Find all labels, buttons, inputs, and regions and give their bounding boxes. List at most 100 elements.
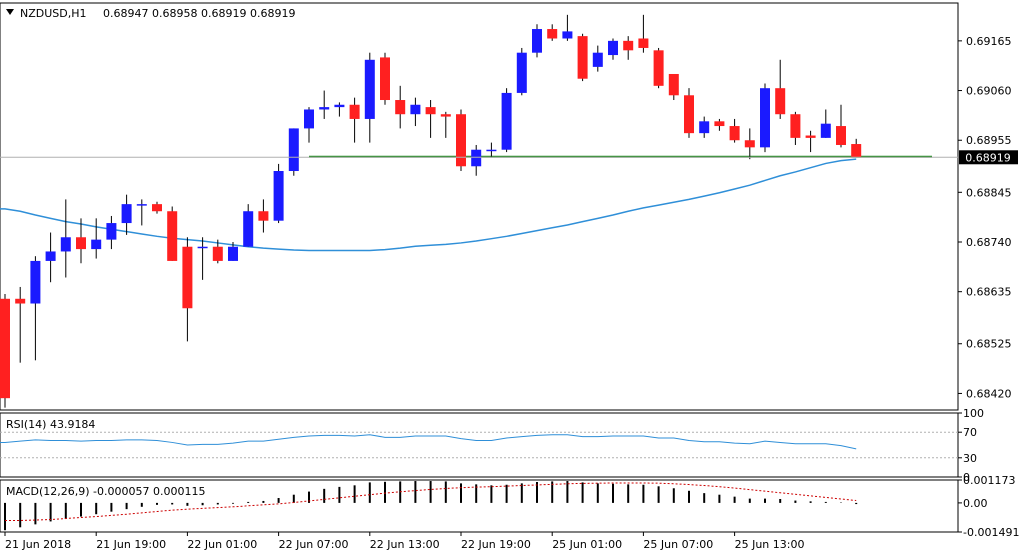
time-tick-label: 21 Jun 2018 (5, 538, 71, 551)
price-tick-label: 0.68955 (966, 134, 1012, 147)
current-price-box (959, 150, 1018, 165)
bear-candle (805, 135, 816, 138)
time-tick-label: 22 Jun 07:00 (279, 538, 349, 551)
bear-candle (668, 73, 679, 96)
bull-candle (820, 123, 831, 138)
macd-title: MACD(12,26,9) -0.000057 0.000115 (6, 485, 205, 498)
time-tick-label: 22 Jun 13:00 (370, 538, 440, 551)
bull-candle (273, 171, 284, 221)
bull-candle (501, 92, 512, 150)
bull-candle (319, 107, 330, 110)
bear-candle (623, 40, 634, 51)
time-tick-label: 25 Jun 01:00 (552, 538, 622, 551)
time-tick-label: 22 Jun 19:00 (461, 538, 531, 551)
rsi-tick-label: 30 (963, 452, 977, 465)
bear-candle (851, 144, 862, 158)
time-axis: 21 Jun 2018 21 Jun 19:00 22 Jun 01:00 22 Ju… (4, 532, 804, 551)
bull-candle (106, 223, 117, 240)
rsi-axis: 100 70 30 0 (958, 407, 984, 484)
bear-candle (425, 107, 436, 115)
macd-axis: 0.001173 0.00 -0.001491 (958, 474, 1019, 539)
bull-candle (30, 260, 41, 304)
current-price-label: 0.68919 (965, 151, 1011, 164)
bull-candle (486, 149, 497, 152)
bull-candle (592, 52, 603, 67)
rsi-tick-label: 70 (963, 426, 977, 439)
price-tick-label: 0.68420 (966, 387, 1012, 400)
bear-candle (714, 121, 725, 127)
candles (0, 14, 862, 408)
collapse-triangle-icon[interactable] (6, 9, 14, 15)
bear-candle (380, 57, 390, 101)
price-tick-label: 0.68845 (966, 186, 1012, 199)
macd-tick-label: -0.001491 (963, 526, 1019, 539)
bull-candle (121, 204, 132, 224)
price-tick-label: 0.69060 (966, 85, 1012, 98)
bull-candle (197, 246, 208, 249)
bear-candle (76, 237, 86, 250)
bear-candle (547, 29, 558, 39)
bear-candle (167, 211, 178, 261)
rsi-tick-label: 0 (963, 471, 970, 484)
price-tick-label: 0.68740 (966, 236, 1012, 249)
rsi-title: RSI(14) 43.9184 (6, 418, 95, 431)
bear-candle (456, 114, 466, 167)
time-tick-label: 21 Jun 19:00 (96, 538, 166, 551)
bear-candle (577, 36, 588, 79)
bear-candle (638, 38, 649, 48)
price-tick-label: 0.69165 (966, 35, 1012, 48)
bull-candle (136, 204, 147, 206)
rsi-panel-frame (0, 412, 959, 478)
price-axis: 0.69165 0.69060 0.68955 0.68845 0.68740 0.686… (958, 35, 1012, 400)
time-tick-label: 22 Jun 01:00 (187, 538, 257, 551)
bear-candle (152, 204, 162, 212)
rsi-tick-label: 100 (963, 407, 984, 420)
rsi-panel: 100 70 30 0 RSI(14) 43.9184 (0, 407, 984, 484)
price-tick-label: 0.68635 (966, 286, 1012, 299)
macd-tick-label: 0.001173 (963, 474, 1016, 487)
macd-tick-label: 0.00 (963, 497, 988, 510)
bear-candle (395, 100, 406, 115)
price-panel-frame (0, 2, 959, 411)
bull-candle (304, 109, 314, 129)
bull-candle (410, 104, 421, 115)
bear-candle (790, 114, 801, 138)
bull-candle (562, 31, 573, 39)
bear-candle (440, 114, 451, 117)
bear-candle (775, 88, 786, 115)
price-panel: 0.69165 0.69060 0.68955 0.68845 0.68740 0.686… (0, 2, 1018, 411)
bear-candle (744, 140, 755, 148)
bear-candle (349, 104, 360, 119)
bull-candle (243, 211, 254, 247)
bear-candle (653, 50, 664, 86)
bear-candle (258, 211, 269, 221)
bear-candle (729, 126, 740, 141)
bull-candle (45, 251, 56, 261)
moving-average (0, 158, 857, 252)
macd-histogram (4, 481, 858, 531)
rsi-line-path (0, 434, 857, 450)
moving-average-line (0, 158, 857, 252)
bear-candle (836, 126, 846, 145)
bear-candle (15, 298, 26, 304)
bear-candle (212, 246, 223, 261)
bull-candle (608, 40, 618, 56)
bull-candle (288, 128, 299, 172)
time-tick-label: 25 Jun 07:00 (643, 538, 713, 551)
symbol-label: NZDUSD,H1 (20, 7, 87, 20)
bear-candle (182, 246, 193, 309)
bull-candle (60, 237, 71, 252)
bear-candle (684, 95, 694, 134)
price-tick-label: 0.68525 (966, 338, 1012, 351)
bull-candle (699, 121, 710, 134)
bull-candle (91, 239, 102, 250)
bull-candle (471, 149, 482, 167)
bull-candle (532, 29, 542, 53)
macd-panel-frame (0, 479, 959, 533)
bear-candle (0, 298, 10, 399)
bull-candle (516, 52, 527, 93)
bull-candle (334, 104, 345, 108)
rsi-line (0, 434, 857, 450)
